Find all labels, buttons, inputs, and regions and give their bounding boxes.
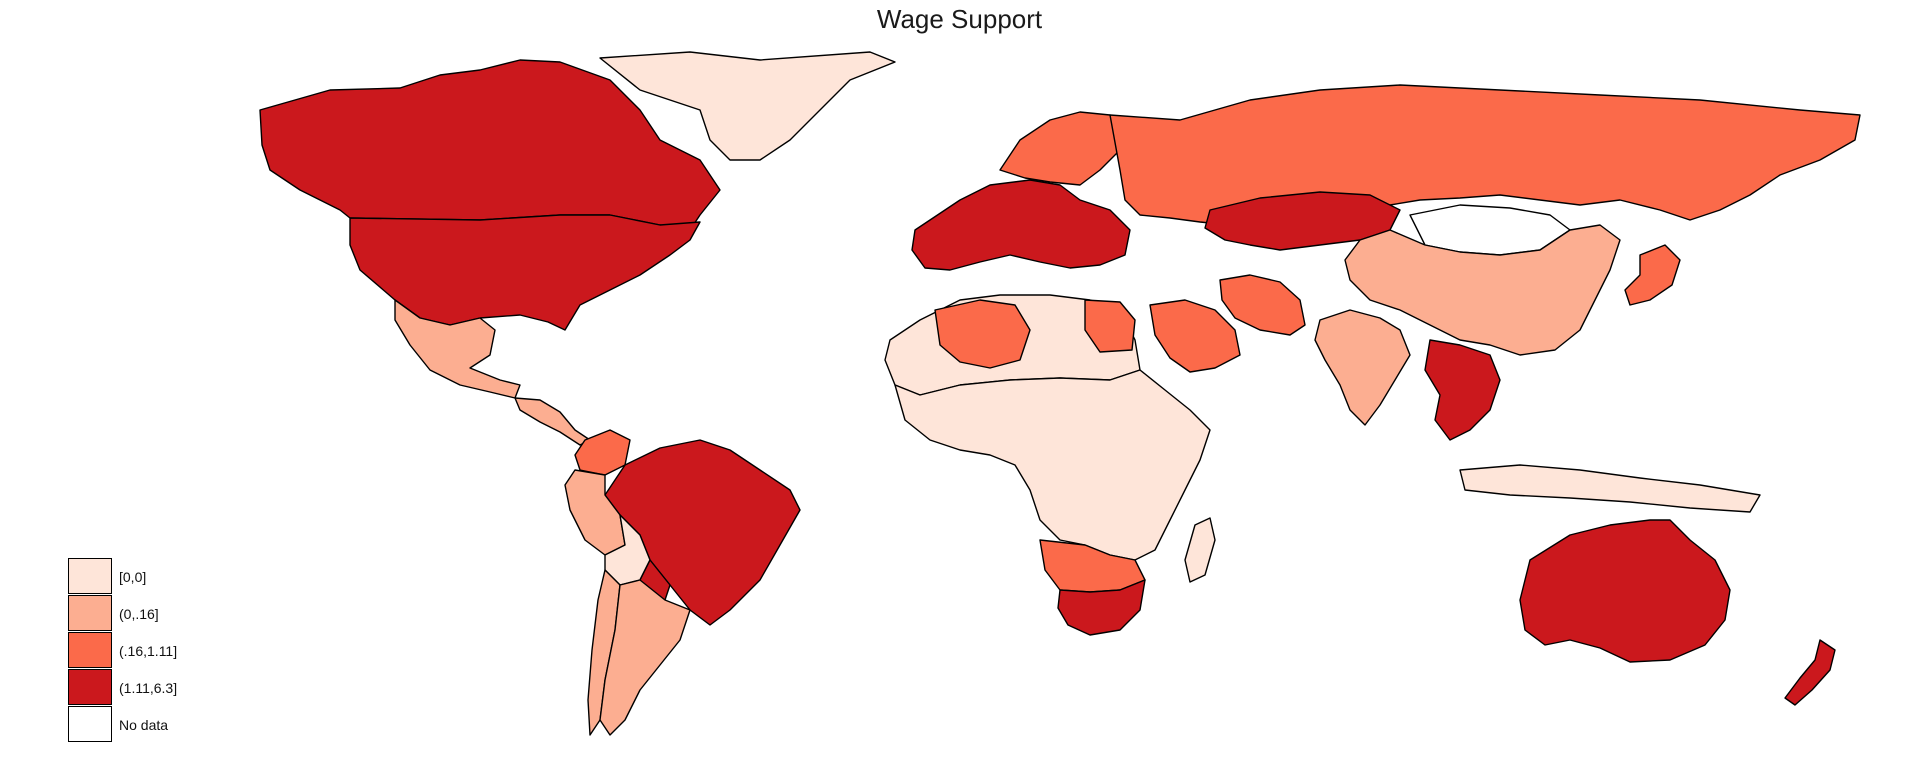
region-iran	[1219, 274, 1306, 336]
region-australia	[1519, 519, 1731, 663]
legend-swatch	[68, 669, 112, 705]
region-china	[1344, 224, 1621, 356]
region-russia	[1109, 84, 1861, 226]
region-indonesia	[1459, 464, 1761, 513]
legend-swatch	[68, 595, 112, 631]
legend-label: (0,.16]	[119, 605, 159, 622]
region-sub-saharan-africa	[894, 369, 1211, 561]
region-mexico	[394, 299, 521, 399]
region-egypt	[1084, 299, 1136, 353]
region-southeast-asia	[1424, 339, 1501, 441]
region-colombia	[574, 429, 631, 476]
region-greenland	[599, 51, 896, 161]
legend-swatch	[68, 706, 112, 742]
region-argentina	[599, 579, 691, 736]
map-title: Wage Support	[876, 4, 1043, 34]
legend-swatch	[68, 558, 112, 594]
region-western-europe	[911, 179, 1131, 271]
region-japan	[1624, 244, 1681, 306]
map-legend: [0,0] (0,.16] (.16,1.11] (1.11,6.3] No d…	[68, 558, 177, 743]
legend-item: [0,0]	[68, 558, 177, 595]
legend-label: [0,0]	[119, 568, 147, 585]
region-new-zealand	[1784, 639, 1836, 706]
region-canada	[259, 59, 721, 231]
legend-label: (1.11,6.3]	[119, 679, 178, 696]
region-algeria	[934, 299, 1031, 369]
legend-swatch	[68, 632, 112, 668]
legend-item: (0,.16]	[68, 595, 177, 632]
region-saudi-arabia	[1149, 299, 1241, 373]
legend-label: (.16,1.11]	[119, 642, 178, 659]
legend-label: No data	[119, 716, 169, 733]
legend-item: (1.11,6.3]	[68, 669, 177, 706]
region-south-africa	[1057, 579, 1146, 636]
legend-item: (.16,1.11]	[68, 632, 177, 669]
region-scandinavia	[999, 111, 1131, 186]
region-central-america	[514, 397, 591, 446]
region-india	[1314, 309, 1411, 426]
legend-item: No data	[68, 706, 177, 743]
region-madagascar	[1184, 517, 1216, 583]
